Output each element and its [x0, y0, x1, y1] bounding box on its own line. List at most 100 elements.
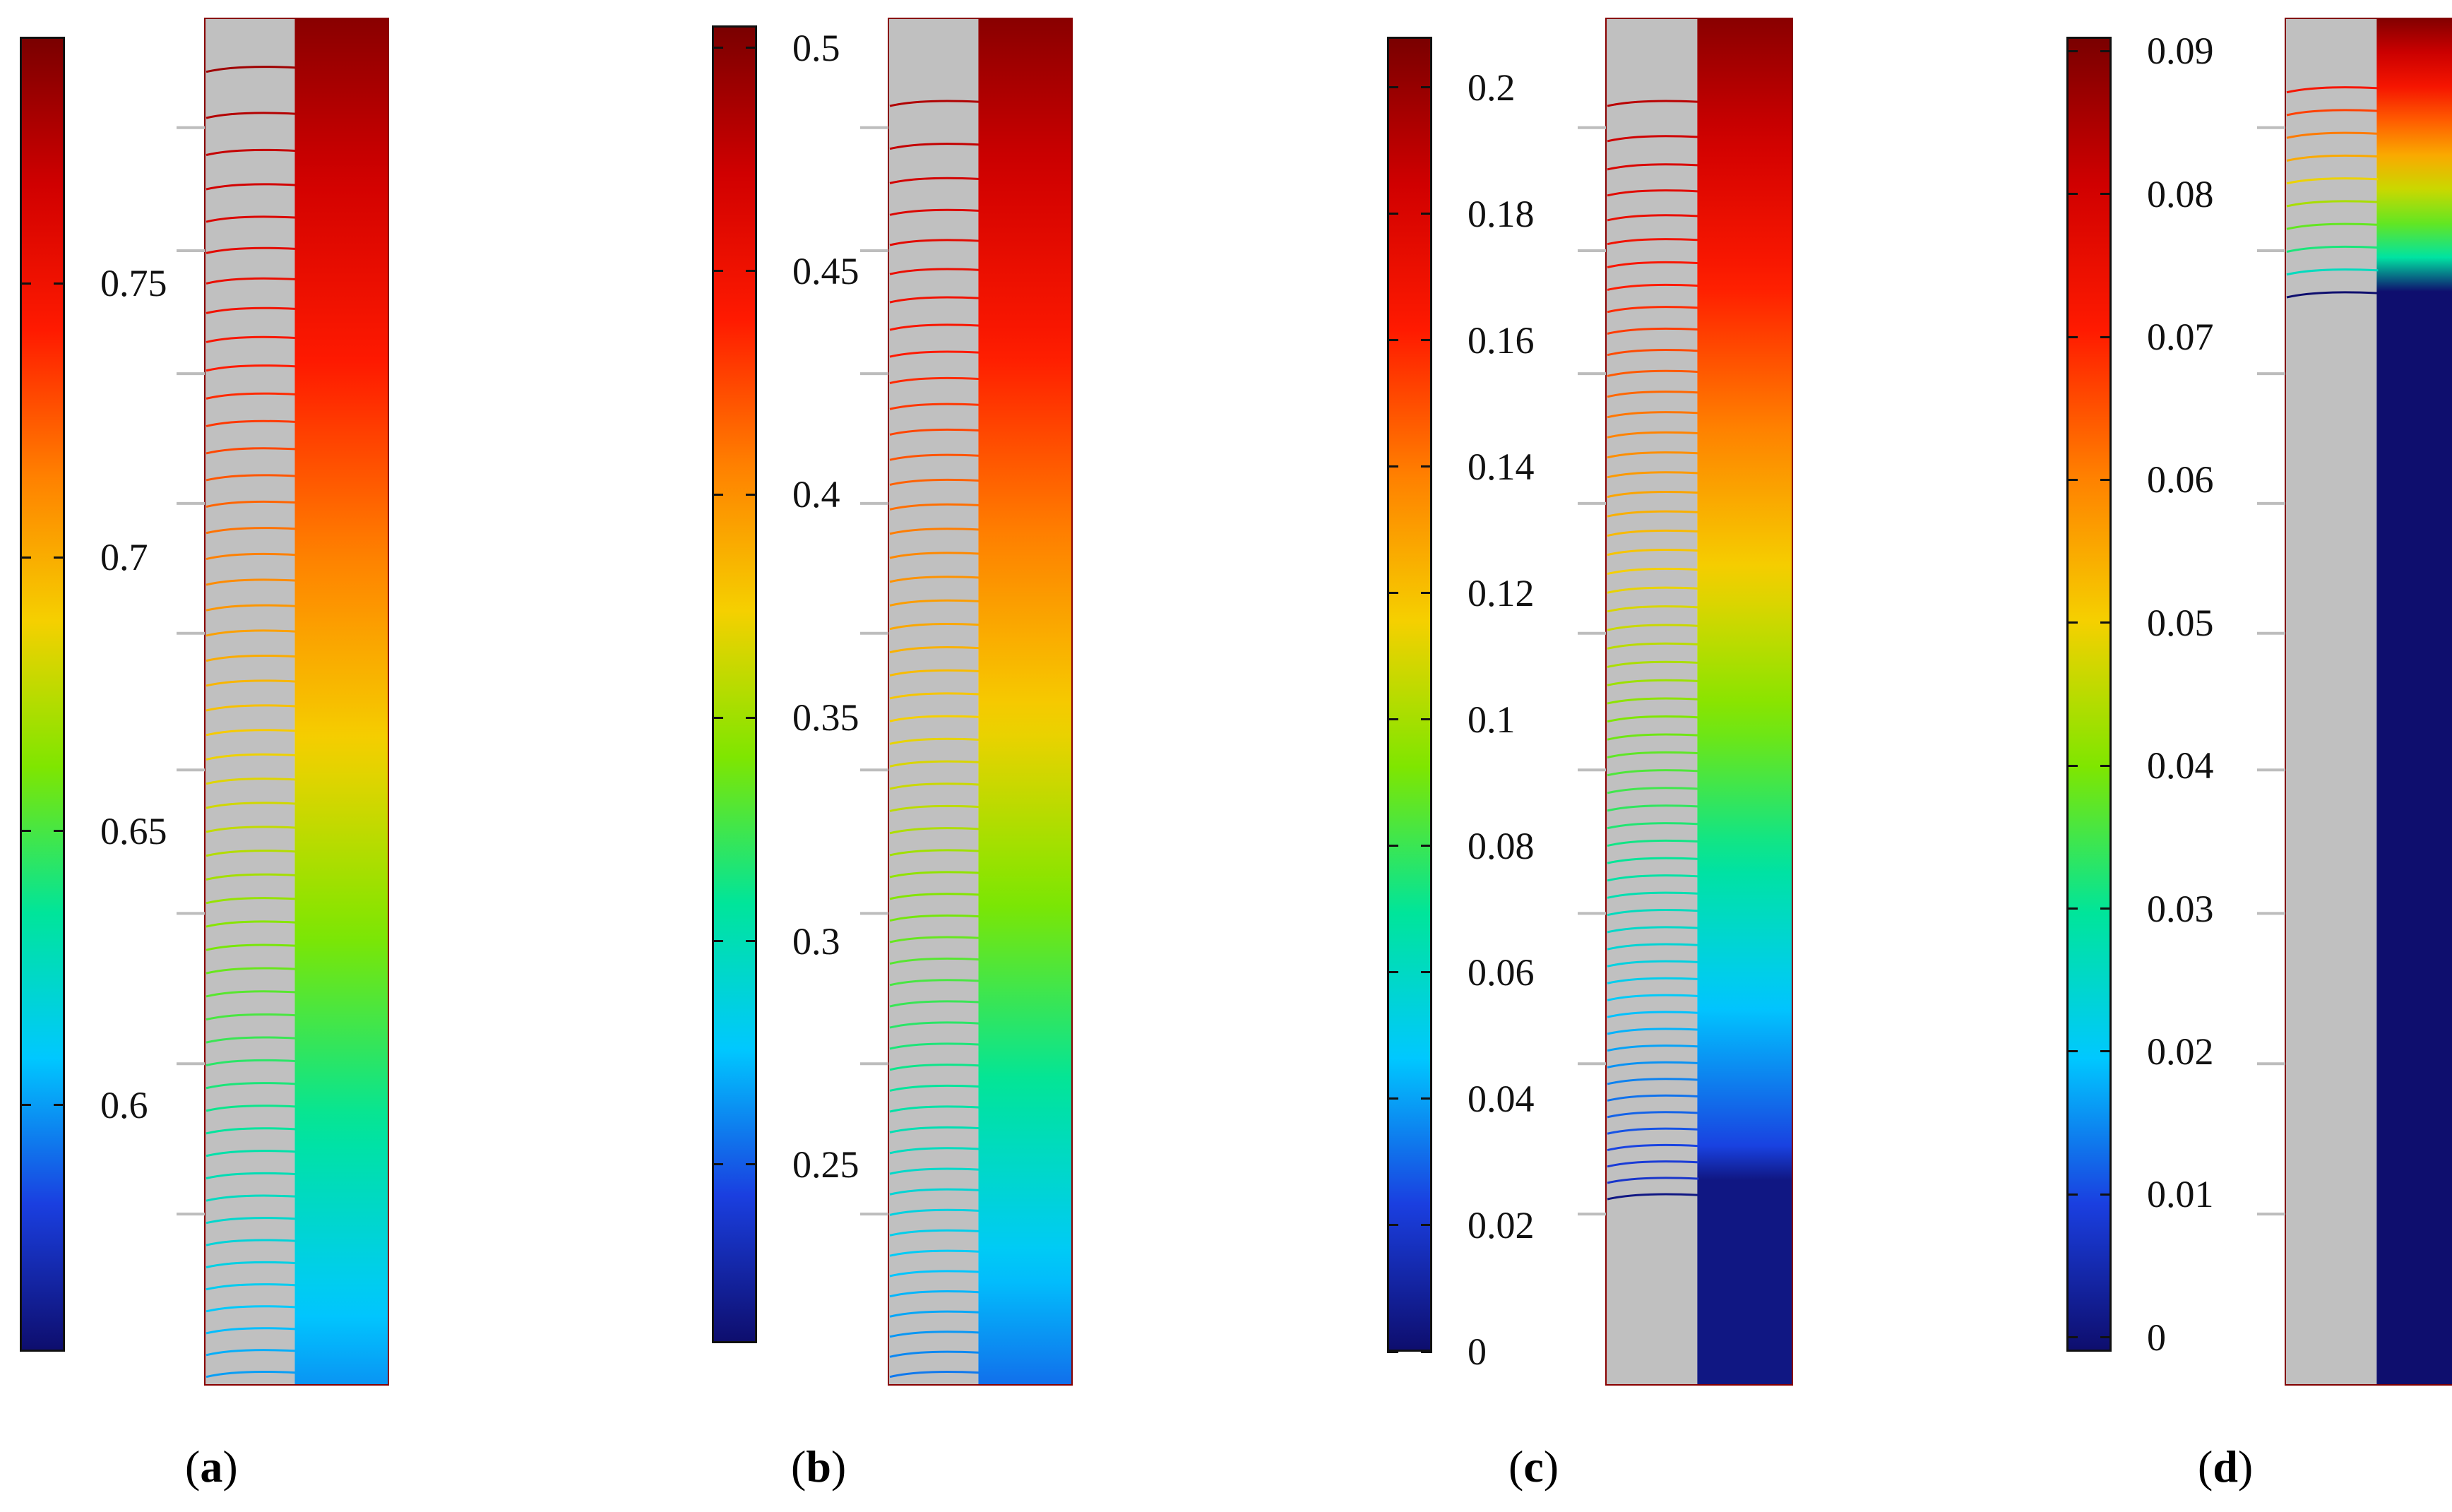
contour-line: [889, 350, 980, 358]
contour-line: [889, 893, 980, 900]
contour-line: [206, 802, 297, 809]
contour-line: [1607, 960, 1699, 968]
contour-line: [1607, 769, 1699, 777]
colorbar-tick-label: 0.08: [2147, 172, 2214, 215]
contour-line: [889, 1042, 980, 1050]
fluid-region: [1697, 18, 1792, 1385]
colorbar-tick-left: [2066, 621, 2078, 624]
contour-line: [889, 1310, 980, 1318]
contour-line: [889, 692, 980, 700]
contour-line: [1607, 943, 1699, 951]
contour-line: [889, 849, 980, 857]
colorbar-tick-right: [1421, 1097, 1432, 1100]
contour-line: [1607, 214, 1699, 222]
colorbar-tick-label: 0.4: [792, 473, 840, 516]
colorbar-tick-label: 0.35: [792, 696, 859, 739]
contour-line: [1607, 283, 1699, 291]
contour-line: [206, 850, 297, 857]
colorbar-tick-left: [2066, 1193, 2078, 1196]
contour-line: [1607, 1078, 1699, 1085]
contour-line: [206, 1194, 297, 1202]
contour-line: [1607, 1011, 1699, 1018]
contour-line: [2286, 222, 2379, 230]
contour-line: [206, 1217, 297, 1225]
colorbar-tick-label: 0.03: [2147, 887, 2214, 930]
colorbar-c: 0 0.02 0.04 0.06 0.08 0.1 0.12 0.14 0.16 0.18 0.2: [1387, 37, 1535, 1371]
contour-line: [1607, 1193, 1699, 1201]
colorbar-tick-right: [2100, 1193, 2112, 1196]
contour-line: [889, 1000, 980, 1008]
contour-line: [889, 827, 980, 835]
contour-line: [206, 246, 297, 254]
contour-line: [1607, 822, 1699, 830]
colorbar-gradient: [1387, 37, 1432, 1352]
colorbar-tick-left: [20, 1104, 31, 1107]
colorbar-tick-left: [2066, 1050, 2078, 1053]
contour-line: [1607, 1177, 1699, 1184]
contour-line: [206, 474, 297, 482]
colorbar-tick-left: [2066, 478, 2078, 481]
contour-line: [889, 208, 980, 216]
colorbar-tick-left: [712, 493, 723, 496]
contour-line: [206, 943, 297, 951]
caption-a: (a): [185, 1441, 238, 1492]
solid-region: [888, 18, 979, 1385]
colorbar-tick-left: [1387, 1224, 1398, 1227]
contour-line: [889, 1021, 980, 1029]
colorbar-tick-right: [54, 282, 65, 285]
contour-line: [1607, 349, 1699, 357]
colorbar-tick-label: 0.65: [100, 809, 167, 852]
contour-line: [206, 148, 297, 156]
colorbar-tick-label: 0.06: [2147, 458, 2214, 501]
colorbar-tick-left: [2066, 1336, 2078, 1339]
contour-line: [1607, 787, 1699, 794]
colorbar-tick-right: [1421, 971, 1432, 974]
contour-line: [206, 1082, 297, 1090]
colorbar-tick-right: [1421, 213, 1432, 215]
contour-line: [206, 897, 297, 905]
caption-c: (c): [1508, 1441, 1559, 1492]
colorbar-tick-left: [2066, 193, 2078, 196]
colorbar-tick-right: [1421, 1350, 1432, 1353]
colorbar-gradient: [712, 25, 757, 1343]
contour-column-d: [2257, 18, 2452, 1386]
contour-line: [889, 453, 980, 461]
colorbar-tick-right: [746, 270, 757, 273]
contour-line: [1607, 163, 1699, 171]
colorbar-d: 0 0.01 0.02 0.03 0.04 0.05 0.06 0.07 0.08 0.09: [2066, 32, 2214, 1357]
contour-line: [1607, 261, 1699, 268]
colorbar-tick-right: [746, 493, 757, 496]
colorbar-tick-right: [1421, 465, 1432, 468]
column-frame: [2285, 18, 2452, 1386]
contour-line: [889, 1147, 980, 1155]
solid-region: [205, 18, 295, 1385]
contour-line: [206, 1327, 297, 1335]
contour-line: [889, 1084, 980, 1092]
contour-line: [2286, 200, 2379, 208]
colorbar-tick-label: 0.07: [2147, 316, 2214, 359]
colorbar-tick-right: [54, 556, 65, 559]
colorbar-tick-left: [712, 1163, 723, 1166]
contour-line: [2286, 131, 2379, 139]
caption-b: (b): [791, 1441, 847, 1492]
contour-line: [889, 478, 980, 486]
colorbar-gradient: [2066, 37, 2112, 1352]
contour-line: [889, 296, 980, 304]
colorbar-tick-right: [746, 1163, 757, 1166]
colorbar-tick-label: 0.04: [1468, 1077, 1535, 1120]
contour-line: [206, 873, 297, 881]
colorbar-tick-label: 0.5: [792, 26, 840, 69]
colorbar-tick-left: [1387, 1097, 1398, 1100]
contour-line: [1607, 238, 1699, 246]
fluid-region: [294, 18, 388, 1385]
colorbar-tick-left: [2066, 907, 2078, 910]
contour-line: [889, 957, 980, 965]
contour-line: [206, 578, 297, 586]
contour-line: [889, 1105, 980, 1113]
contour-line: [1607, 715, 1699, 723]
contour-line: [206, 629, 297, 637]
contour-line: [889, 646, 980, 654]
colorbar-tick-right: [1421, 718, 1432, 721]
contour-line: [206, 967, 297, 975]
colorbar-tick-label: 0.06: [1468, 951, 1535, 994]
